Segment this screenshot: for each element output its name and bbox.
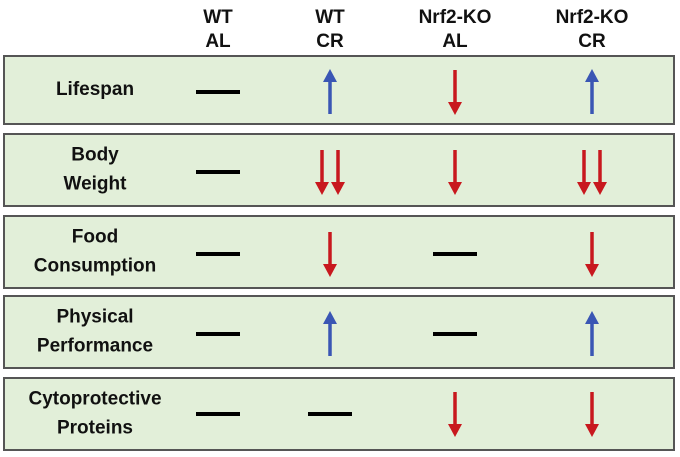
row-label: Proteins: [57, 418, 133, 439]
column-header: Nrf2-KO: [419, 7, 492, 28]
row-label: Body: [71, 145, 119, 166]
column-header: AL: [205, 31, 231, 52]
column-header: CR: [578, 31, 606, 52]
row-box: [3, 55, 675, 125]
row-label: Physical: [56, 307, 133, 328]
column-header: WT: [315, 7, 345, 28]
row-box: [3, 215, 675, 289]
row-box: [3, 295, 675, 369]
column-header: WT: [203, 7, 233, 28]
row-label: Performance: [37, 336, 153, 357]
column-header: AL: [442, 31, 468, 52]
row-label: Cytoprotective: [28, 389, 161, 410]
column-header: Nrf2-KO: [556, 7, 629, 28]
row-label: Lifespan: [56, 79, 134, 100]
row-label: Food: [72, 227, 118, 248]
column-header: CR: [316, 31, 344, 52]
row-label: Consumption: [34, 256, 156, 277]
row-label: Weight: [64, 174, 128, 195]
